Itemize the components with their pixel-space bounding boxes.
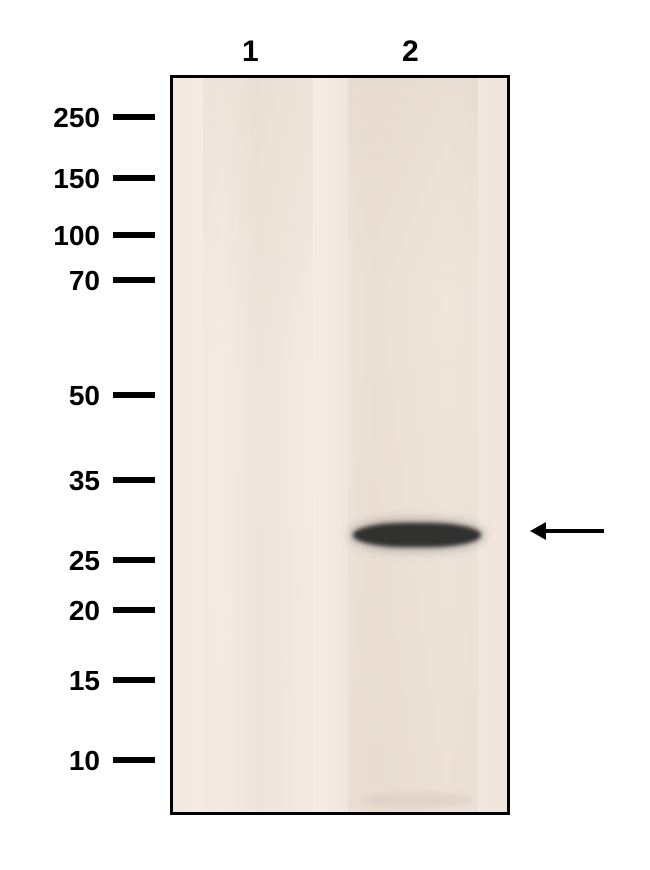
marker-25-tick (113, 557, 155, 563)
marker-10-label: 10 (69, 745, 100, 777)
marker-100-tick (113, 232, 155, 238)
marker-20-label: 20 (69, 595, 100, 627)
lane-1-region (203, 78, 313, 812)
marker-100-label: 100 (53, 220, 100, 252)
marker-15-label: 15 (69, 665, 100, 697)
lane-2-region (348, 78, 478, 812)
marker-35-label: 35 (69, 465, 100, 497)
marker-250-tick (113, 114, 155, 120)
marker-25-label: 25 (69, 545, 100, 577)
marker-150-tick (113, 175, 155, 181)
band-lane2-main-halo (349, 519, 485, 551)
band-indicator-arrow (530, 522, 605, 542)
lane-1-label: 1 (242, 35, 259, 69)
marker-35-tick (113, 477, 155, 483)
marker-20-tick (113, 607, 155, 613)
marker-70-label: 70 (69, 265, 100, 297)
marker-50-label: 50 (69, 380, 100, 412)
marker-50-tick (113, 392, 155, 398)
marker-250-label: 250 (53, 102, 100, 134)
marker-10-tick (113, 757, 155, 763)
arrow-head-icon (530, 522, 546, 540)
marker-150-label: 150 (53, 163, 100, 195)
band-lane2-faint-bottom (363, 793, 473, 807)
blot-membrane (170, 75, 510, 815)
marker-15-tick (113, 677, 155, 683)
lane-2-label: 2 (402, 35, 419, 69)
marker-70-tick (113, 277, 155, 283)
arrow-shaft (544, 529, 604, 533)
western-blot-figure: 1 2 250 150 100 70 50 35 25 20 15 10 (0, 0, 650, 870)
